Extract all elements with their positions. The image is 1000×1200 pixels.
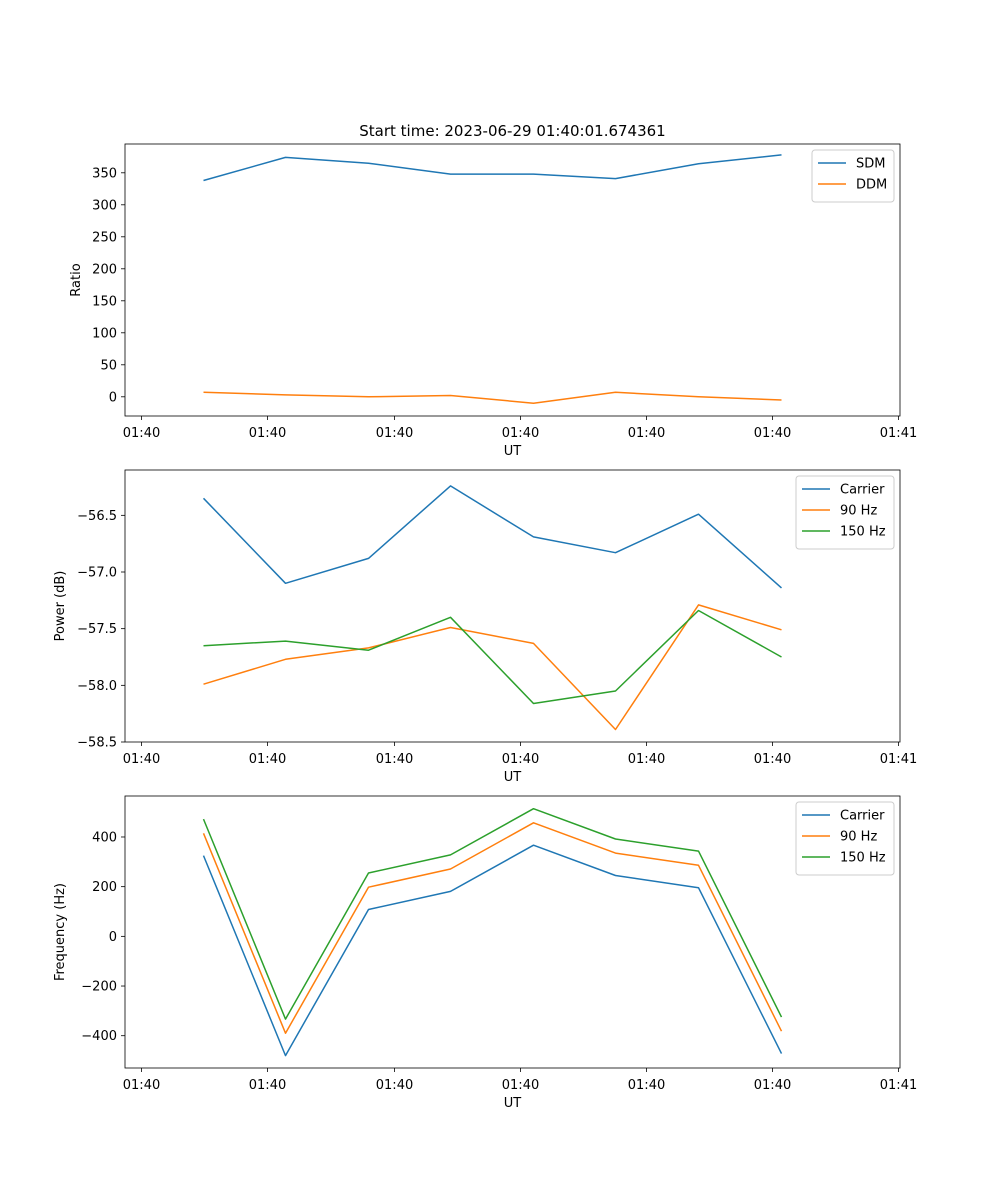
x-axis-label: UT [504, 1096, 522, 1111]
x-tick-label: 01:40 [502, 752, 539, 767]
series-line-ddm [203, 391, 782, 404]
y-tick-label: −58.0 [77, 679, 117, 694]
legend: Carrier 90 Hz 150 Hz [795, 801, 895, 876]
y-tick-label: 200 [92, 880, 117, 895]
x-axis-label: UT [504, 444, 522, 459]
y-tick-label: 0 [109, 390, 117, 405]
y-tick-label: −57.5 [77, 622, 117, 637]
legend-label: Carrier [840, 809, 885, 824]
x-tick-label: 01:40 [376, 752, 413, 767]
series-line-150-hz [202, 807, 783, 1020]
x-tick-label: 01:40 [754, 1078, 791, 1093]
x-tick-label: 01:40 [502, 1078, 539, 1093]
x-tick-label: 01:40 [376, 426, 413, 441]
legend-label: 150 Hz [840, 525, 886, 540]
x-tick-label: 01:40 [123, 426, 160, 441]
legend-label: Carrier [840, 483, 885, 498]
y-tick-label: 200 [92, 262, 117, 277]
legend-label: 150 Hz [840, 851, 886, 866]
chart-panel-3: 01:40 01:40 01:40 01:40 01:40 01:40 01:41 UT −40… [53, 795, 917, 1111]
x-tick-label: 01:40 [628, 426, 665, 441]
y-tick-label: 400 [92, 830, 117, 845]
y-tick-label: 0 [109, 930, 117, 945]
legend: Carrier 90 Hz 150 Hz [795, 475, 895, 550]
series-line-carrier [202, 485, 782, 589]
plot-frame [124, 795, 901, 1069]
y-tick-label: 50 [100, 358, 117, 373]
x-tick-label: 01:40 [754, 752, 791, 767]
x-tick-label: 01:41 [880, 426, 917, 441]
series-line-carrier [202, 844, 783, 1057]
y-tick-label: 350 [92, 166, 117, 181]
x-tick-label: 01:40 [249, 1078, 286, 1093]
legend-label: DDM [856, 178, 887, 193]
plot-frame [124, 469, 901, 743]
y-tick-label: −400 [81, 1029, 117, 1044]
y-axis-label: Frequency (Hz) [53, 883, 68, 981]
x-tick-label: 01:40 [123, 1078, 160, 1093]
y-tick-label: −56.5 [77, 509, 117, 524]
legend-label: SDM [856, 157, 885, 172]
x-tick-label: 01:41 [880, 1078, 917, 1093]
series-line-150-hz [203, 609, 782, 705]
figure-title: Start time: 2023-06-29 01:40:01.674361 [359, 122, 665, 140]
legend-label: 90 Hz [840, 830, 877, 845]
x-tick-label: 01:40 [249, 752, 286, 767]
plot-frame [124, 143, 901, 417]
chart-panel-2: 01:40 01:40 01:40 01:40 01:40 01:40 01:41 UT −58… [53, 469, 917, 785]
x-tick-label: 01:41 [880, 752, 917, 767]
x-tick-label: 01:40 [628, 1078, 665, 1093]
x-axis-label: UT [504, 770, 522, 785]
y-tick-label: 100 [92, 326, 117, 341]
x-tick-label: 01:40 [123, 752, 160, 767]
chart-panel-1: 01:40 01:40 01:40 01:40 01:40 01:40 01:41 UT 0 50… [69, 143, 917, 459]
y-tick-label: 250 [92, 230, 117, 245]
y-tick-label: −200 [81, 980, 117, 995]
chart-panels: 01:40 01:40 01:40 01:40 01:40 01:40 01:41 UT 0 50… [53, 143, 917, 1111]
x-tick-label: 01:40 [628, 752, 665, 767]
legend-label: 90 Hz [840, 504, 877, 519]
x-tick-label: 01:40 [754, 426, 791, 441]
legend: SDM DDM [811, 149, 895, 203]
x-tick-label: 01:40 [502, 426, 539, 441]
y-tick-label: 150 [92, 294, 117, 309]
y-axis-label: Ratio [69, 263, 84, 296]
x-tick-label: 01:40 [249, 426, 286, 441]
y-tick-label: 300 [92, 198, 117, 213]
y-tick-label: −57.0 [77, 566, 117, 581]
y-tick-label: −58.5 [77, 736, 117, 751]
y-axis-label: Power (dB) [53, 571, 68, 642]
series-line-90-hz [203, 604, 782, 731]
series-line-90-hz [202, 822, 783, 1034]
x-tick-label: 01:40 [376, 1078, 413, 1093]
series-line-sdm [203, 154, 782, 182]
